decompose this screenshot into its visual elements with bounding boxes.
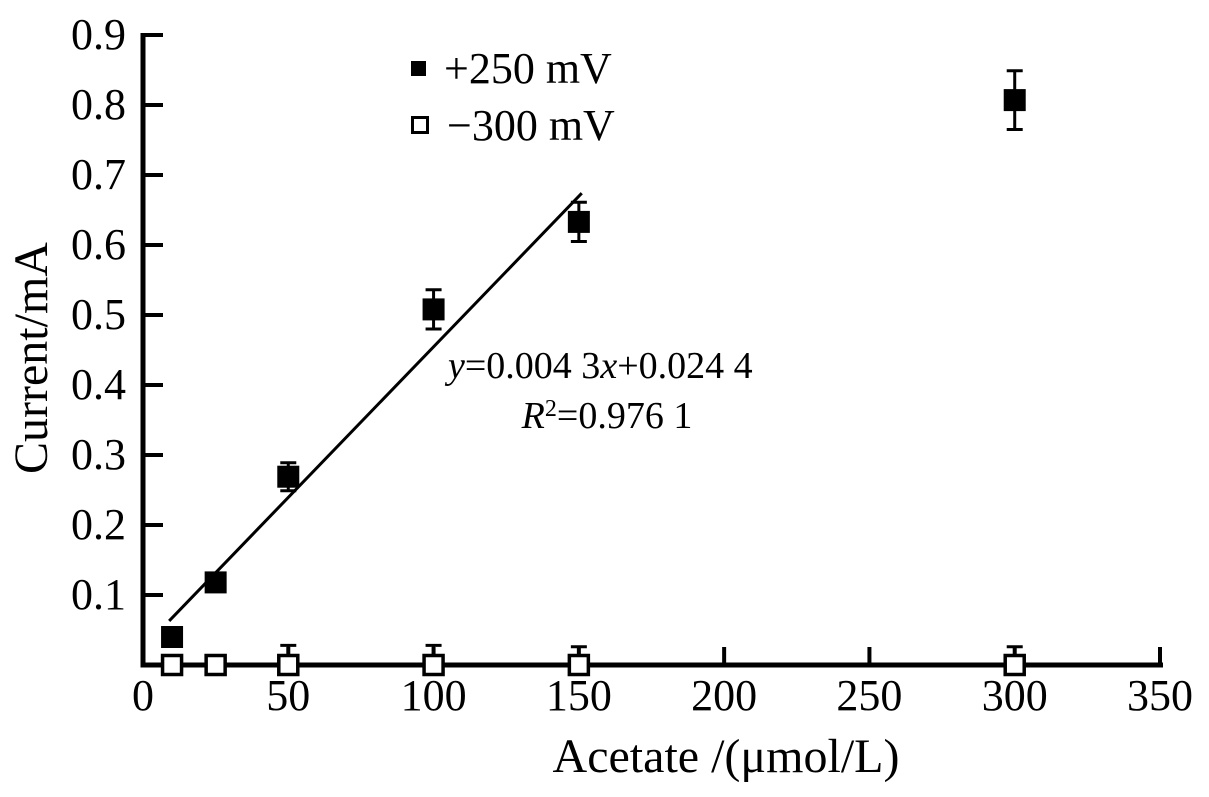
r-squared-value: =0.976 1 — [556, 395, 693, 437]
equation-slope: =0.004 3 — [464, 345, 601, 387]
r-superscript: 2 — [544, 396, 557, 422]
data-point-open-square — [1003, 653, 1026, 677]
r-variable: R — [521, 395, 545, 437]
legend-label: −300 mV — [447, 100, 615, 150]
x-tick-label: 0 — [132, 671, 154, 720]
data-point-open-square — [422, 653, 445, 677]
y-tick-label: 0.1 — [71, 570, 126, 619]
y-axis-title: Current/mA — [5, 242, 58, 474]
y-tick-label: 0.5 — [71, 290, 126, 339]
x-tick-label: 50 — [266, 671, 311, 720]
y-tick-label: 0.9 — [71, 10, 126, 59]
y-tick-label: 0.6 — [71, 220, 126, 269]
data-point-open-square — [160, 653, 184, 677]
x-tick-label: 200 — [691, 671, 758, 720]
x-axis-title: Acetate /(μmol/L) — [552, 730, 900, 783]
data-point-filled-square — [567, 210, 590, 233]
legend-item-plus-250mv: +250 mV — [411, 43, 612, 93]
data-point-filled-square — [161, 626, 184, 648]
data-point-filled-square — [277, 465, 300, 488]
fit-line — [168, 192, 583, 622]
fit-r-squared: R2=0.976 1 — [462, 388, 752, 437]
data-point-filled-square — [204, 571, 227, 594]
x-tick-label: 300 — [981, 671, 1048, 720]
data-point-open-square — [204, 653, 227, 677]
equation-intercept: +0.024 4 — [617, 345, 753, 387]
equation-y-variable: y — [448, 345, 465, 387]
x-tick-label: 100 — [400, 671, 467, 720]
y-tick-label: 0.7 — [71, 150, 126, 199]
fit-equation: y=0.004 3x+0.024 4 — [448, 344, 753, 388]
legend: +250 mV −300 mV — [411, 0, 731, 160]
x-tick-label: 250 — [836, 671, 903, 720]
x-tick-label: 150 — [545, 671, 612, 720]
filled-square-marker-icon — [411, 60, 426, 76]
data-point-open-square — [567, 653, 591, 677]
x-tick-label: 350 — [1127, 671, 1193, 720]
data-point-open-square — [277, 653, 300, 677]
y-tick-label: 0.4 — [71, 360, 126, 409]
y-tick-label: 0.8 — [71, 80, 126, 129]
equation-x-variable: x — [600, 345, 618, 387]
y-tick-label: 0.2 — [71, 500, 126, 549]
y-tick-label: 0.3 — [71, 430, 126, 479]
data-point-filled-square — [1003, 89, 1026, 112]
legend-label: +250 mV — [444, 43, 612, 93]
data-point-filled-square — [422, 298, 445, 321]
open-square-marker-icon — [411, 116, 429, 134]
legend-item-minus-300mv: −300 mV — [411, 100, 615, 150]
